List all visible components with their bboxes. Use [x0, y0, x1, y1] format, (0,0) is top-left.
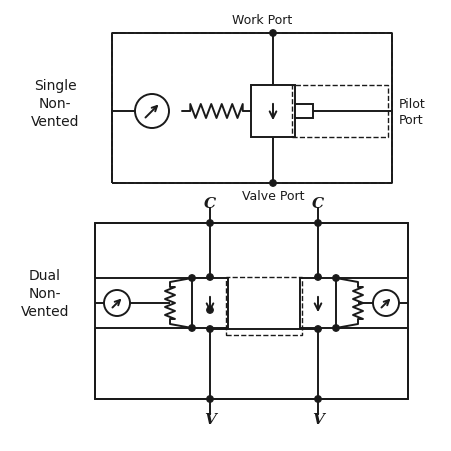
Circle shape [269, 31, 276, 37]
Circle shape [332, 275, 338, 281]
Circle shape [207, 274, 213, 281]
Text: Single
Non-
Vented: Single Non- Vented [31, 78, 79, 129]
Circle shape [314, 220, 321, 227]
Circle shape [332, 325, 338, 331]
Bar [250, 86, 295, 138]
Text: C: C [203, 197, 216, 211]
Circle shape [207, 307, 213, 313]
Circle shape [189, 325, 195, 331]
Text: Valve Port: Valve Port [241, 189, 304, 202]
Bar [95, 224, 407, 399]
Text: Dual
Non-
Vented: Dual Non- Vented [21, 268, 69, 319]
Circle shape [207, 220, 213, 227]
Circle shape [314, 396, 321, 402]
Text: V: V [203, 412, 216, 426]
Circle shape [207, 396, 213, 402]
Bar [226, 277, 301, 335]
Circle shape [269, 180, 276, 187]
Bar [295, 105, 312, 119]
Circle shape [189, 275, 195, 281]
Bar [112, 34, 391, 184]
Text: Work Port: Work Port [231, 14, 291, 27]
Circle shape [207, 326, 213, 332]
Bar [291, 86, 387, 138]
Circle shape [314, 326, 321, 332]
Text: C: C [311, 197, 323, 211]
Circle shape [314, 274, 321, 281]
Bar [192, 278, 227, 328]
Text: V: V [311, 412, 323, 426]
Bar [299, 278, 335, 328]
Text: Pilot
Port: Pilot Port [398, 97, 425, 126]
